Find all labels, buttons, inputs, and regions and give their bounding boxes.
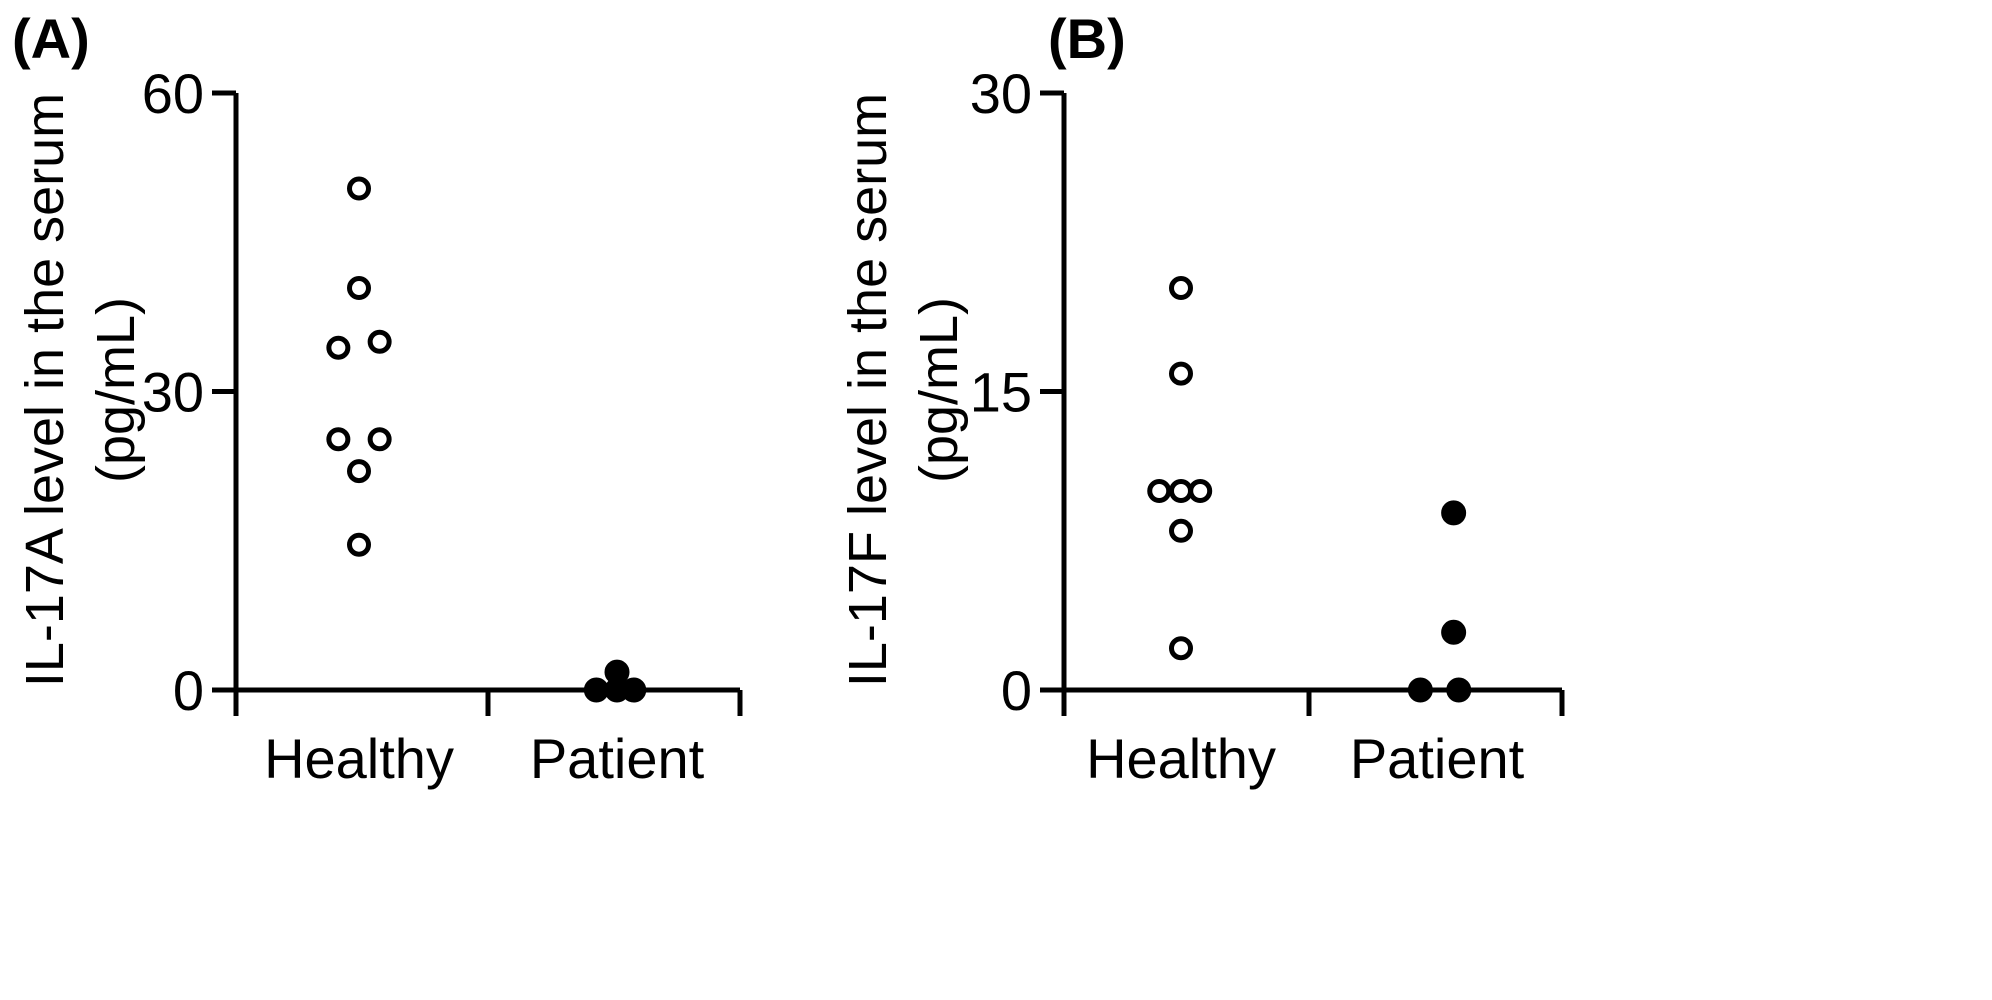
panel-a: (A) 0 30 60 Healthy Patient IL-17A level in t… — [12, 7, 743, 790]
data-point-healthy — [347, 176, 371, 201]
data-point-patient — [1446, 677, 1472, 703]
data-point-healthy — [367, 427, 392, 452]
y-axis-title-line: IL-17F level in the serum — [838, 93, 898, 687]
data-point-patient — [621, 677, 647, 703]
panel-label-b: (B) — [1048, 7, 1126, 70]
y-axis-title-line: IL-17A level in the serum — [15, 93, 75, 687]
category-label-patient: Patient — [530, 727, 705, 790]
y-axis-title-line: (pg/mL) — [909, 297, 969, 483]
data-point-healthy — [367, 329, 392, 354]
data-point-healthy — [1147, 479, 1172, 503]
data-point-healthy — [347, 459, 371, 484]
data-point-healthy — [1169, 276, 1193, 301]
y-tick-label: 60 — [142, 62, 204, 125]
data-point-healthy — [326, 427, 351, 452]
data-point-healthy — [1169, 518, 1193, 543]
panel-b: (B) 0 15 30 Healthy Patient IL-17F level in t… — [838, 0, 1992, 1000]
category-label-healthy: Healthy — [264, 727, 454, 790]
data-point-healthy — [347, 276, 371, 301]
category-label-healthy: Healthy — [1086, 727, 1276, 790]
data-point-healthy — [1169, 479, 1193, 503]
data-point-healthy — [1169, 636, 1193, 661]
data-point-healthy — [326, 335, 351, 360]
y-tick-label: 30 — [142, 361, 204, 424]
data-point-healthy — [347, 532, 371, 557]
data-point-patient — [1407, 677, 1433, 703]
y-tick-label: 15 — [970, 361, 1032, 424]
chart-a: 0 30 60 Healthy Patient IL-17A level in the s… — [15, 62, 743, 790]
chart-b: 0 15 30 Healthy Patient IL-17F level in the s… — [838, 62, 1565, 790]
y-tick-label: 0 — [173, 659, 204, 722]
y-tick-label: 30 — [970, 62, 1032, 125]
category-label-patient: Patient — [1350, 727, 1525, 790]
data-point-patient — [1441, 619, 1467, 645]
panel-label-a: (A) — [12, 7, 90, 70]
data-point-healthy — [1169, 361, 1193, 386]
data-point-patient — [1441, 500, 1467, 526]
y-tick-label: 0 — [1001, 659, 1032, 722]
data-point-healthy — [1188, 479, 1213, 503]
y-axis-title-line: (pg/mL) — [86, 297, 146, 483]
